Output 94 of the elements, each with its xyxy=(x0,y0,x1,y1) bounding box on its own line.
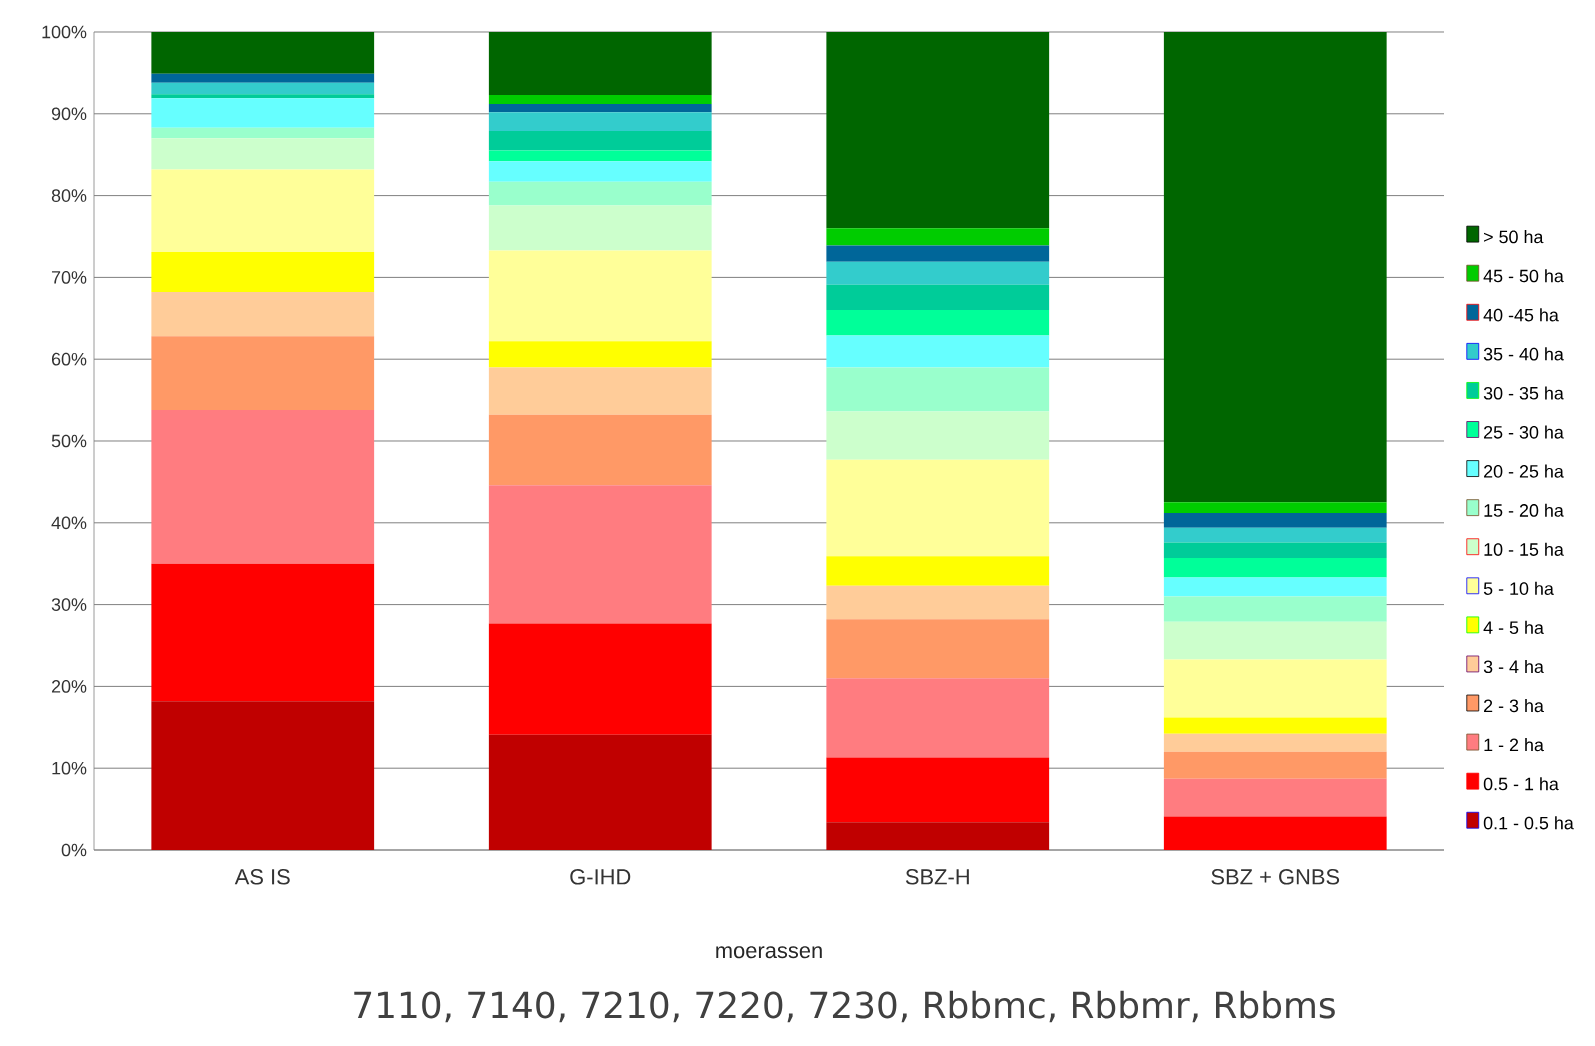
bar xyxy=(1163,596,1387,622)
bar xyxy=(488,341,712,368)
y-tick-label: 50% xyxy=(51,434,87,448)
bar xyxy=(1163,717,1387,734)
legend-label: 45 - 50 ha xyxy=(1483,269,1564,283)
bar xyxy=(488,161,712,182)
bar xyxy=(826,228,1050,246)
bar xyxy=(1163,31,1387,503)
bar xyxy=(151,336,375,410)
bar xyxy=(826,310,1050,336)
bar xyxy=(488,734,712,850)
legend-label: 4 - 5 ha xyxy=(1483,620,1544,635)
legend-label: 25 - 30 ha xyxy=(1484,425,1564,439)
bar xyxy=(151,563,375,702)
legend-label: 20 - 25 ha xyxy=(1484,464,1564,478)
bar xyxy=(826,284,1050,311)
bar xyxy=(151,82,375,95)
bar xyxy=(826,459,1050,557)
y-tick-label: 100% xyxy=(42,25,87,39)
x-tick-label: SBZ-H xyxy=(905,869,969,885)
legend-label: 0.1 - 0.5 ha xyxy=(1483,816,1574,830)
bar xyxy=(826,822,1050,850)
bar xyxy=(1163,621,1387,660)
bar xyxy=(826,261,1050,285)
bar xyxy=(826,411,1050,460)
bar xyxy=(1163,542,1387,558)
x-tick-label: AS IS xyxy=(234,869,290,885)
bar xyxy=(826,585,1050,620)
bar xyxy=(151,98,375,128)
legend-label: 3 - 4 ha xyxy=(1483,659,1544,674)
bar xyxy=(488,250,712,342)
y-tick-label: 10% xyxy=(52,761,87,775)
bar xyxy=(826,678,1050,758)
bar xyxy=(826,335,1050,368)
legend-label: 30 - 35 ha xyxy=(1483,386,1564,400)
y-tick-label: 90% xyxy=(51,107,87,121)
bar xyxy=(151,292,375,337)
bar xyxy=(151,252,375,293)
legend-label: 0.5 - 1 ha xyxy=(1483,777,1559,791)
bar xyxy=(488,485,712,624)
bar xyxy=(1163,502,1387,513)
bar xyxy=(151,31,375,74)
bar xyxy=(488,103,712,113)
legend-label: 2 - 3 ha xyxy=(1484,699,1544,713)
bar xyxy=(1163,816,1387,850)
bar xyxy=(488,130,712,151)
bar xyxy=(151,701,375,850)
bar xyxy=(151,73,375,83)
y-tick-label: 40% xyxy=(51,516,87,530)
x-tick-label: G-IHD xyxy=(570,869,631,885)
bar xyxy=(151,94,375,99)
bar xyxy=(151,127,375,139)
bar xyxy=(826,619,1050,679)
bar xyxy=(488,623,712,735)
y-tick-label: 60% xyxy=(51,352,87,366)
bar xyxy=(488,205,712,251)
bar xyxy=(488,112,712,131)
bar xyxy=(826,367,1050,412)
bar xyxy=(488,414,712,486)
bar xyxy=(1163,778,1387,817)
bar xyxy=(1163,577,1387,597)
bar xyxy=(826,757,1050,823)
legend-label: 15 - 20 ha xyxy=(1484,503,1564,517)
bar xyxy=(1163,751,1387,779)
bar xyxy=(151,169,375,253)
legend-label: > 50 ha xyxy=(1484,230,1544,244)
bar xyxy=(1163,733,1387,752)
bar xyxy=(488,367,712,415)
y-tick-label: 80% xyxy=(51,189,87,202)
text: 7110, 7140, 7210, 7220, 7230, Rbbmc, Rbbmr, Rbbms xyxy=(354,990,1335,1023)
legend-label: 40 -45 ha xyxy=(1483,308,1559,322)
bar xyxy=(151,409,375,564)
bar xyxy=(488,181,712,206)
x-axis-title: moerassen xyxy=(716,946,822,959)
legend-label: 1 - 2 ha xyxy=(1484,738,1544,752)
bar xyxy=(488,150,712,162)
bar xyxy=(826,245,1050,262)
bar xyxy=(1163,659,1387,718)
bar xyxy=(826,31,1050,229)
bar xyxy=(1163,557,1387,578)
y-tick-label: 0% xyxy=(61,843,87,857)
bar xyxy=(826,556,1050,586)
y-tick-label: 70% xyxy=(51,271,87,284)
bar xyxy=(151,138,375,170)
bar xyxy=(488,94,712,104)
legend-label: 5 - 10 ha xyxy=(1483,581,1554,595)
x-tick-label: SBZ + GNBS xyxy=(1211,869,1340,885)
bar xyxy=(1163,527,1387,543)
bar xyxy=(1163,512,1387,528)
legend-label: 10 - 15 ha xyxy=(1484,542,1564,556)
legend-label: 35 - 40 ha xyxy=(1483,347,1564,361)
y-tick-label: 20% xyxy=(51,680,87,693)
y-tick-label: 30% xyxy=(51,598,87,611)
bar xyxy=(488,31,712,95)
